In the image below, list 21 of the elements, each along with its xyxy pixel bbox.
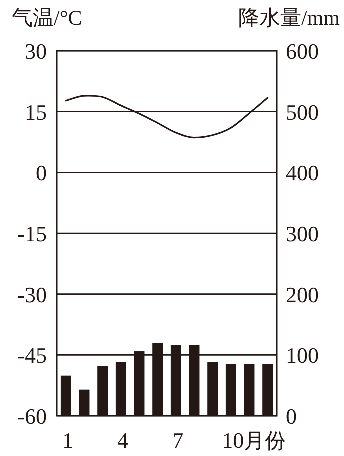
y-tick-label: -60 <box>18 404 47 429</box>
y-tick-label: -45 <box>18 343 47 368</box>
y-tick-label: -30 <box>18 282 47 308</box>
x-tick-label: 10 <box>222 428 244 453</box>
y-tick-label: -15 <box>18 222 47 246</box>
y-tick-label: 0 <box>36 160 47 186</box>
y2-tick-label: 200 <box>286 282 319 308</box>
y2-tick-label: 500 <box>286 100 319 125</box>
y2-tick-label: 300 <box>286 222 319 246</box>
y2-axis-title: 降水量/mm <box>238 6 340 30</box>
x-tick-label: 7 <box>172 428 184 453</box>
y-tick-label: 15 <box>25 100 47 125</box>
x-tick-label: 4 <box>118 428 129 453</box>
y2-tick-label: 100 <box>286 343 319 368</box>
y2-tick-label: 600 <box>286 39 319 64</box>
y-tick-label: 30 <box>25 39 47 64</box>
x-axis-title: 月份 <box>244 429 286 453</box>
y2-tick-label: 400 <box>286 160 319 186</box>
y-axis-title: 气温/°C <box>12 6 82 30</box>
x-tick-label: 1 <box>62 428 74 453</box>
y2-tick-label: 0 <box>286 404 297 429</box>
